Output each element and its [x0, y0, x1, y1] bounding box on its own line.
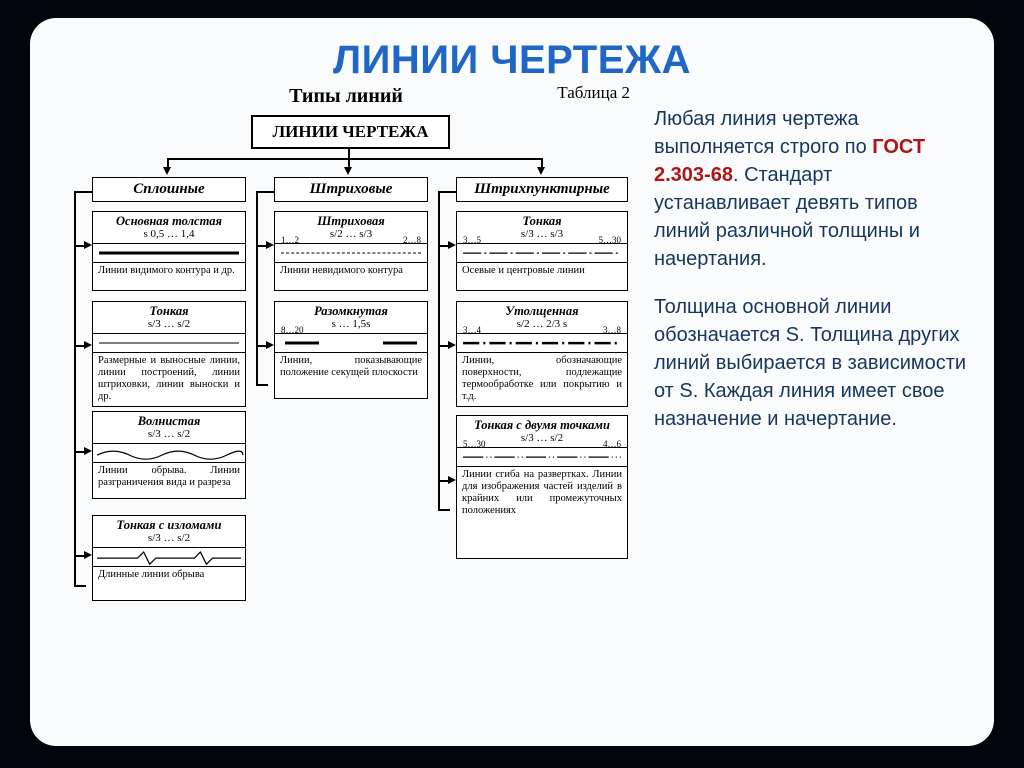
connector [438, 191, 440, 511]
figure-caption: Типы линий [56, 85, 636, 108]
line-sample [93, 243, 245, 263]
connector [74, 585, 86, 587]
figure-column: Таблица 2 Типы линий ЛИНИИ ЧЕРТЕЖА Сплош… [56, 85, 636, 695]
line-sample: 3…55…30 [457, 243, 627, 263]
node-desc: Линии, обозначающие поверхности, подлежа… [457, 353, 627, 406]
node-desc: Линии сгиба на развертках. Линии для изо… [457, 467, 627, 520]
category-dashed: Штриховые [274, 177, 428, 202]
node-title: Разомкнутая [275, 302, 427, 318]
node-range: s/2 … 2/3 s [457, 318, 627, 333]
node-desc: Линии видимого контура и др. [93, 263, 245, 280]
arrow-icon [448, 476, 456, 484]
node-title: Штриховая [275, 212, 427, 228]
line-sample [93, 547, 245, 567]
arrow-icon [537, 167, 545, 175]
node-desc: Длинные линии обрыва [93, 567, 245, 584]
node-title: Тонкая с двумя точками [457, 416, 627, 432]
arrow-icon [84, 551, 92, 559]
node-desc: Линии обрыва. Линии разграничения вида и… [93, 463, 245, 492]
page-title: ЛИНИИ ЧЕРТЕЖА [30, 38, 994, 83]
arrow-icon [344, 167, 352, 175]
line-type-n8: Утолщеннаяs/2 … 2/3 s3…43…8Линии, обозна… [456, 301, 628, 407]
node-desc: Размерные и выносные линии, линии постро… [93, 353, 245, 406]
arrow-icon [448, 341, 456, 349]
line-type-n5: Штриховаяs/2 … s/31…22…8Линии невидимого… [274, 211, 428, 291]
line-sample: 1…22…8 [275, 243, 427, 263]
node-range: s/3 … s/2 [93, 428, 245, 443]
p1a: Любая линия чертежа выполняется строго п… [654, 108, 872, 158]
node-title: Утолщенная [457, 302, 627, 318]
node-range: s/3 … s/2 [93, 532, 245, 547]
connector [256, 191, 258, 386]
line-type-n7: Тонкаяs/3 … s/33…55…30Осевые и центровые… [456, 211, 628, 291]
connector [438, 509, 450, 511]
node-desc: Осевые и центровые линии [457, 263, 627, 280]
root-node: ЛИНИИ ЧЕРТЕЖА [251, 115, 450, 149]
connector [256, 384, 268, 386]
node-title: Тонкая [457, 212, 627, 228]
connector [256, 191, 274, 193]
node-desc: Линии невидимого контура [275, 263, 427, 280]
line-sample: 8…20 [275, 333, 427, 353]
line-sample: 5…304…6 [457, 447, 627, 467]
arrow-icon [84, 241, 92, 249]
table-number: Таблица 2 [557, 83, 630, 103]
line-types-diagram: Таблица 2 Типы линий ЛИНИИ ЧЕРТЕЖА Сплош… [56, 85, 636, 695]
line-type-n3: Волнистаяs/3 … s/2 Линии обрыва. Линии ра… [92, 411, 246, 499]
line-type-n1: Основная толстаяs 0,5 … 1,4 Линии видимог… [92, 211, 246, 291]
arrow-icon [266, 341, 274, 349]
slide-card: ЛИНИИ ЧЕРТЕЖА Таблица 2 Типы линий ЛИНИИ… [30, 18, 994, 746]
connector [438, 191, 456, 193]
arrow-icon [448, 241, 456, 249]
arrow-icon [266, 241, 274, 249]
line-type-n4: Тонкая с изломамиs/3 … s/2 Длинные линии … [92, 515, 246, 601]
line-sample: 3…43…8 [457, 333, 627, 353]
connector [167, 158, 543, 160]
node-range: s/3 … s/2 [93, 318, 245, 333]
category-dashdot: Штрихпунктирные [456, 177, 628, 202]
arrow-icon [84, 341, 92, 349]
content-row: Таблица 2 Типы линий ЛИНИИ ЧЕРТЕЖА Сплош… [30, 85, 994, 705]
line-type-n6: Разомкнутаяs … 1,5s8…20Линии, показывающ… [274, 301, 428, 399]
connector [74, 191, 76, 587]
node-title: Основная толстая [93, 212, 245, 228]
arrow-icon [163, 167, 171, 175]
node-title: Волнистая [93, 412, 245, 428]
line-type-n2: Тонкаяs/3 … s/2 Размерные и выносные лини… [92, 301, 246, 407]
line-sample [93, 443, 245, 463]
connector [74, 191, 92, 193]
paragraph-1: Любая линия чертежа выполняется строго п… [654, 105, 968, 273]
node-title: Тонкая [93, 302, 245, 318]
side-text: Любая линия чертежа выполняется строго п… [654, 85, 968, 695]
line-type-n9: Тонкая с двумя точкамиs/3 … s/25…304…6Ли… [456, 415, 628, 559]
line-sample [93, 333, 245, 353]
paragraph-2: Толщина основной линии обозначается S. Т… [654, 293, 968, 433]
node-title: Тонкая с изломами [93, 516, 245, 532]
arrow-icon [84, 447, 92, 455]
node-desc: Линии, показывающие положение секущей пл… [275, 353, 427, 382]
category-solid: Сплошные [92, 177, 246, 202]
node-range: s 0,5 … 1,4 [93, 228, 245, 243]
